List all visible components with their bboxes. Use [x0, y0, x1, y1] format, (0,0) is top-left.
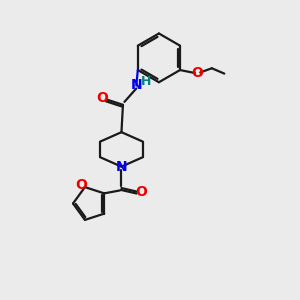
Text: O: O — [97, 91, 108, 105]
Text: N: N — [116, 160, 127, 174]
Text: O: O — [135, 185, 147, 199]
Text: N: N — [130, 78, 142, 92]
Text: O: O — [191, 66, 203, 80]
Text: O: O — [75, 178, 87, 192]
Text: H: H — [141, 75, 151, 88]
